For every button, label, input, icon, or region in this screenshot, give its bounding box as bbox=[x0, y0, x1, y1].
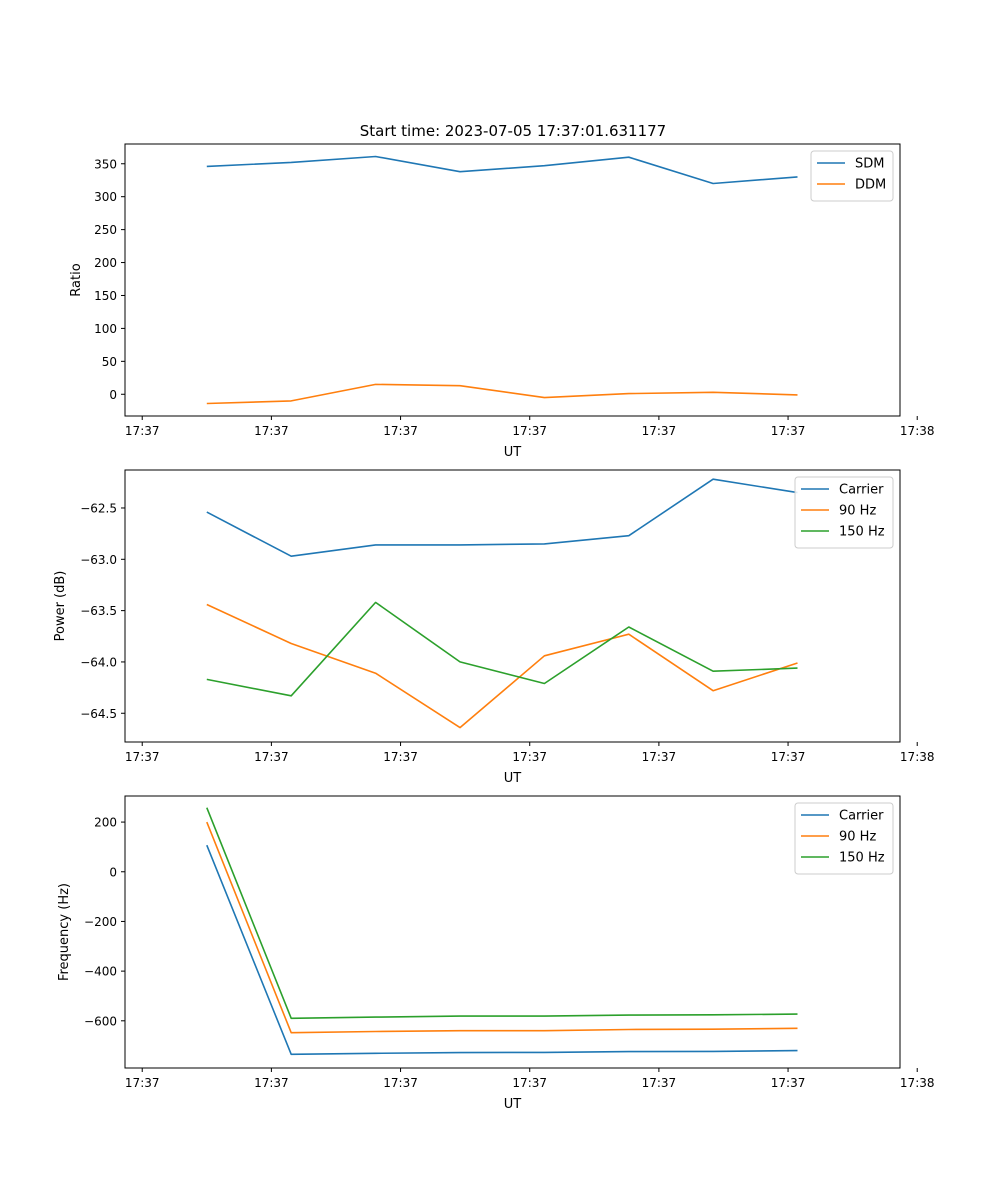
y-tick-label: −63.5 bbox=[80, 604, 117, 618]
x-tick-label: 17:37 bbox=[642, 1076, 677, 1090]
y-tick-label: 350 bbox=[94, 157, 117, 171]
x-tick-label: 17:38 bbox=[900, 1076, 935, 1090]
y-tick-label: 300 bbox=[94, 190, 117, 204]
y-tick-label: 200 bbox=[94, 256, 117, 270]
series-group bbox=[206, 155, 798, 405]
series-line-150-hz bbox=[206, 807, 798, 1020]
x-tick-label: 17:37 bbox=[125, 1076, 160, 1090]
x-tick-label: 17:37 bbox=[642, 750, 677, 764]
series-line-90-hz bbox=[206, 821, 798, 1034]
x-axis-label: UT bbox=[504, 771, 522, 786]
legend: Carrier 90 Hz 150 Hz bbox=[794, 802, 894, 875]
panels: 17:37 17:37 17:37 17:37 17:37 17:37 17:38 0 50 10… bbox=[53, 143, 935, 1112]
chart-panel-3: 17:37 17:37 17:37 17:37 17:37 17:37 17:38 200 0 −… bbox=[57, 795, 935, 1112]
y-axis-label: Power (dB) bbox=[53, 571, 68, 642]
x-tick-label: 17:37 bbox=[512, 750, 547, 764]
x-tick-label: 17:37 bbox=[512, 424, 547, 438]
legend-label: 90 Hz bbox=[839, 504, 876, 519]
legend-label: Carrier bbox=[839, 483, 884, 498]
y-tick-label: 0 bbox=[109, 388, 117, 402]
x-tick-label: 17:37 bbox=[771, 1076, 806, 1090]
x-tick-label: 17:37 bbox=[642, 424, 677, 438]
x-tick-label: 17:37 bbox=[383, 424, 418, 438]
legend-label: 150 Hz bbox=[839, 525, 885, 540]
chart-panel-2: 17:37 17:37 17:37 17:37 17:37 17:37 17:38 −62.5… bbox=[53, 469, 935, 786]
chart-panel-1: 17:37 17:37 17:37 17:37 17:37 17:37 17:38 0 50 10… bbox=[69, 143, 935, 460]
series-line-90-hz bbox=[206, 603, 798, 729]
series-line-carrier bbox=[206, 478, 798, 558]
x-tick-label: 17:38 bbox=[900, 750, 935, 764]
figure-title: Start time: 2023-07-05 17:37:01.631177 bbox=[360, 122, 666, 140]
axes-frame bbox=[124, 143, 901, 417]
y-axis-label: Frequency (Hz) bbox=[57, 883, 72, 981]
x-tick-label: 17:37 bbox=[254, 750, 289, 764]
x-tick-label: 17:37 bbox=[383, 1076, 418, 1090]
series-line-carrier bbox=[206, 844, 798, 1056]
legend: SDM DDM bbox=[810, 150, 894, 202]
y-tick-label: −400 bbox=[84, 965, 117, 979]
y-tick-label: 250 bbox=[94, 223, 117, 237]
y-tick-label: 0 bbox=[109, 865, 117, 879]
y-tick-label: 50 bbox=[102, 355, 117, 369]
y-tick-label: 200 bbox=[94, 816, 117, 830]
y-tick-label: −62.5 bbox=[80, 501, 117, 515]
series-line-ddm bbox=[206, 383, 798, 405]
series-line-sdm bbox=[206, 155, 798, 185]
x-tick-label: 17:37 bbox=[125, 750, 160, 764]
x-tick-label: 17:37 bbox=[383, 750, 418, 764]
legend-label: Carrier bbox=[839, 809, 884, 824]
x-axis-label: UT bbox=[504, 445, 522, 460]
x-tick-label: 17:37 bbox=[254, 424, 289, 438]
x-tick-label: 17:37 bbox=[125, 424, 160, 438]
legend-label: 90 Hz bbox=[839, 830, 876, 845]
y-tick-label: −63.0 bbox=[80, 553, 117, 567]
axes-frame bbox=[124, 795, 901, 1069]
x-tick-label: 17:37 bbox=[771, 750, 806, 764]
series-line-150-hz bbox=[206, 601, 798, 697]
x-tick-label: 17:37 bbox=[512, 1076, 547, 1090]
x-tick-label: 17:37 bbox=[771, 424, 806, 438]
x-tick-label: 17:38 bbox=[900, 424, 935, 438]
y-tick-label: −200 bbox=[84, 915, 117, 929]
legend: Carrier 90 Hz 150 Hz bbox=[794, 476, 894, 549]
y-tick-label: 100 bbox=[94, 322, 117, 336]
legend-label: SDM bbox=[855, 157, 884, 172]
x-axis-label: UT bbox=[504, 1097, 522, 1112]
axes-frame bbox=[124, 469, 901, 743]
y-tick-label: −64.0 bbox=[80, 655, 117, 669]
y-tick-label: −64.5 bbox=[80, 707, 117, 721]
x-tick-label: 17:37 bbox=[254, 1076, 289, 1090]
y-tick-label: −600 bbox=[84, 1014, 117, 1028]
series-group bbox=[206, 807, 798, 1056]
series-group bbox=[206, 478, 798, 729]
legend-label: DDM bbox=[855, 178, 886, 193]
y-tick-label: 150 bbox=[94, 289, 117, 303]
y-axis-label: Ratio bbox=[69, 263, 84, 296]
legend-label: 150 Hz bbox=[839, 851, 885, 866]
